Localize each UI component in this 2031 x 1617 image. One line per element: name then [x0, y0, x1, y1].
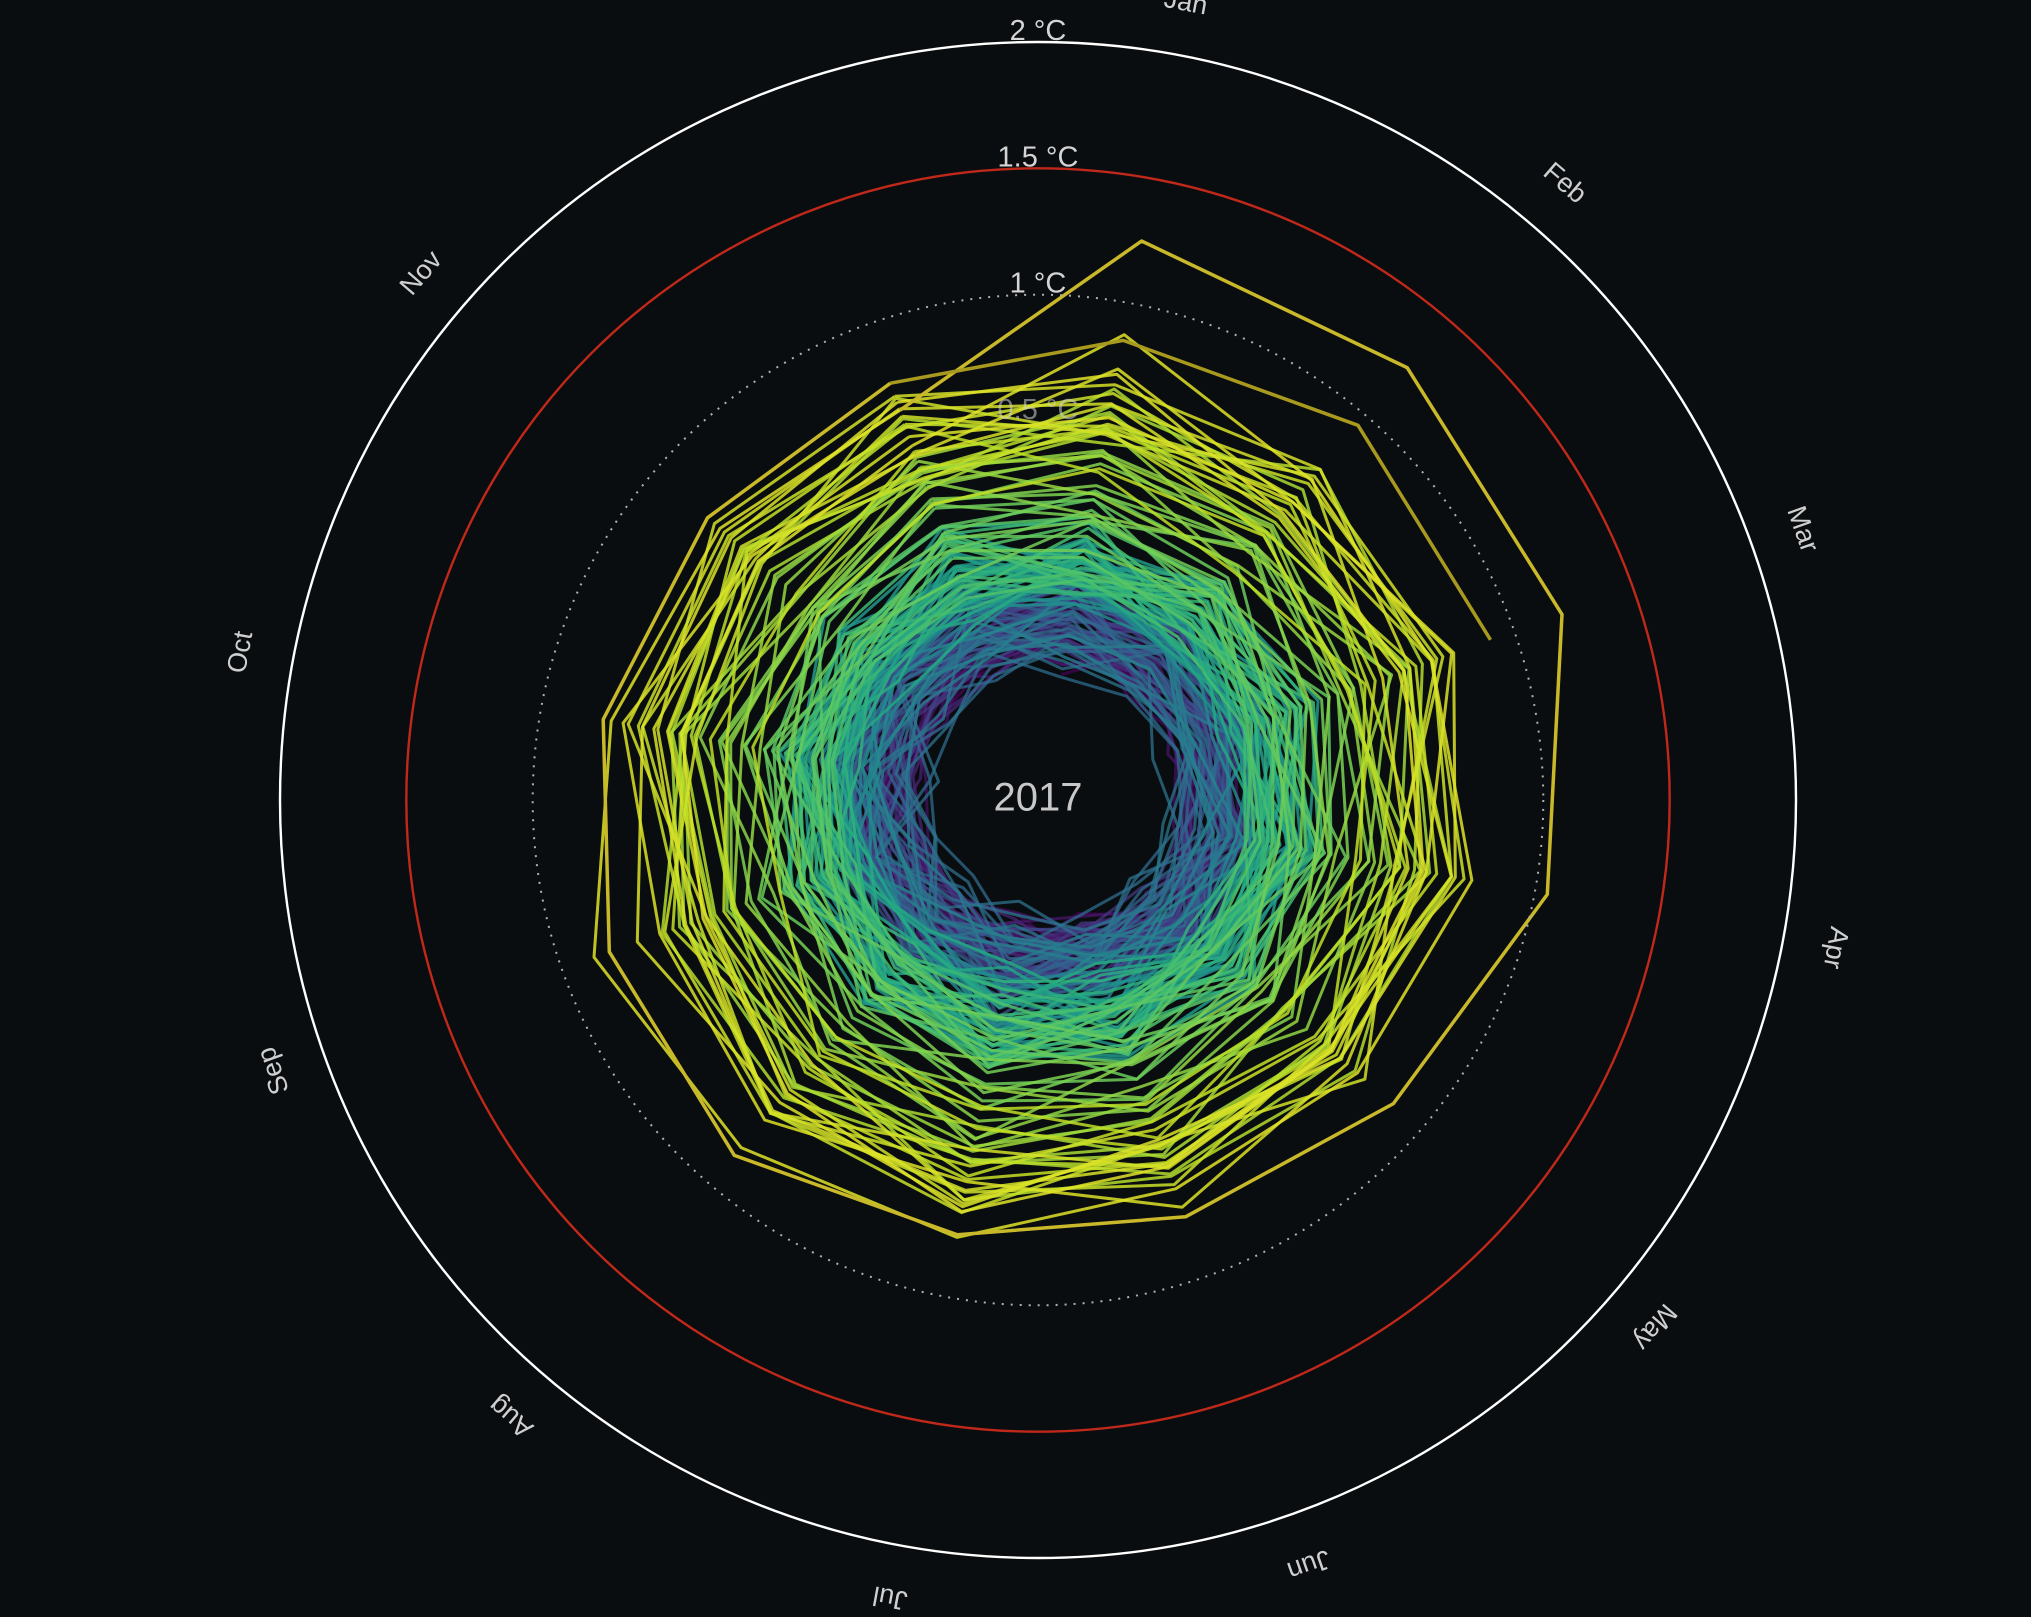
month-label-may: May: [1627, 1298, 1683, 1357]
ring-labels: 0.5 °C 1 °C 1.5 °C 2 °C: [998, 15, 1079, 426]
month-label-oct: Oct: [221, 628, 258, 675]
month-label-jul: Jul: [870, 1580, 909, 1616]
month-label-jun: Jun: [1283, 1544, 1334, 1587]
year-loop-2008: [666, 414, 1445, 1206]
year-loop-1974: [817, 525, 1276, 1042]
month-label-nov: Nov: [394, 244, 448, 300]
year-loop-1908: [928, 609, 1225, 956]
year-loop-2017: [890, 338, 1492, 641]
year-loop-1954: [804, 566, 1270, 1042]
year-loop-2013: [635, 367, 1457, 1209]
year-loop-2015: [592, 333, 1474, 1239]
year-loop-1996: [670, 387, 1405, 1159]
year-loop-2000: [751, 424, 1367, 1111]
month-label-sep: Sep: [251, 1043, 295, 1098]
year-loop-1980: [790, 519, 1292, 1086]
year-loop-2010: [626, 383, 1425, 1202]
year-loop-1991: [732, 459, 1394, 1113]
month-label-feb: Feb: [1538, 156, 1593, 209]
year-loop-1988: [698, 451, 1390, 1141]
year-loop-2014: [680, 372, 1423, 1214]
ring-2: [278, 40, 1798, 1560]
ring-1-5: [405, 167, 1671, 1433]
year-loop-2006: [663, 392, 1453, 1194]
month-label-jan: Jan: [1162, 0, 1210, 20]
year-loop-2002: [722, 427, 1377, 1151]
year-loop-1972: [770, 521, 1262, 1070]
ring-1: [531, 293, 1545, 1307]
year-loop-1990: [744, 454, 1391, 1150]
year-loop-1914: [894, 636, 1192, 972]
ring-label-0-5: 0.5 °C: [998, 394, 1079, 426]
year-loop-2016: [601, 239, 1564, 1237]
month-label-aug: Aug: [483, 1390, 539, 1444]
year-loop-1973: [814, 515, 1307, 1069]
year-loop-1983: [775, 497, 1371, 1111]
year-loop-2003: [671, 423, 1439, 1178]
radial-rings: [278, 40, 1798, 1560]
spiral-series-layer: [592, 239, 1564, 1239]
year-loop-1971: [827, 541, 1298, 1056]
year-loop-1979: [762, 498, 1292, 1043]
ring-label-1: 1 °C: [1010, 268, 1067, 300]
month-label-apr: Apr: [1818, 925, 1855, 972]
month-label-mar: Mar: [1781, 502, 1825, 556]
current-year-label: 2017: [994, 776, 1083, 820]
ring-label-1-5: 1.5 °C: [998, 141, 1079, 173]
year-loop-2001: [708, 450, 1402, 1140]
year-loop-1989: [729, 449, 1377, 1140]
year-loop-2011: [652, 402, 1453, 1192]
ring-label-2: 2 °C: [1010, 15, 1067, 47]
year-loop-1975: [810, 498, 1301, 1059]
